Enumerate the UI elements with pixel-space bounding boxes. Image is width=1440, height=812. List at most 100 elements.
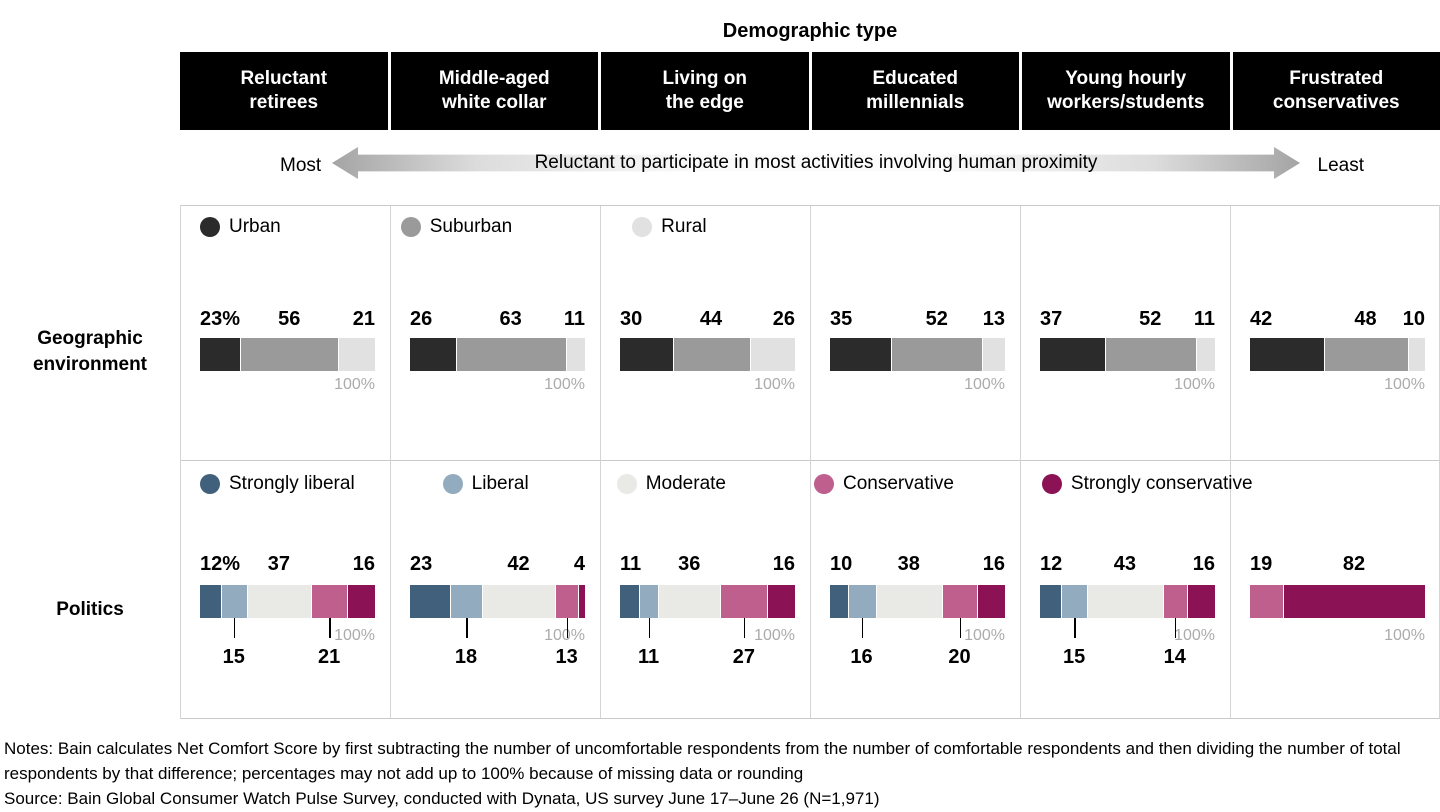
header-cell-young-hourly-workers-students: Young hourly workers/students [1022, 52, 1230, 130]
strongly-liberal-swatch-icon [200, 474, 220, 494]
stacked-bar-middle-aged-white-collar [410, 585, 585, 618]
value-label-strongly-liberal: 23 [410, 553, 432, 576]
bar-segment-urban [200, 338, 240, 371]
bar-segment-moderate [247, 585, 311, 618]
bar-segment-rural [750, 338, 796, 371]
value-label-strongly-conservative: 16 [983, 553, 1005, 576]
bar-segment-strongly-conservative [1187, 585, 1215, 618]
value-label-urban: 37 [1040, 308, 1062, 331]
value-label-moderate: 43 [1114, 553, 1136, 576]
row-label-geographic-environment: Geographic environment [0, 326, 180, 377]
value-label-strongly-liberal: 12 [1040, 553, 1062, 576]
header-cell-living-on-the-edge: Living on the edge [601, 52, 809, 130]
value-label-liberal: 11 [638, 646, 659, 669]
bar-segment-liberal [450, 585, 482, 618]
value-label-conservative: 14 [1164, 646, 1186, 669]
value-label-conservative: 20 [948, 646, 970, 669]
bar-segment-moderate [1087, 585, 1162, 618]
total-100-label: 100% [1174, 376, 1215, 394]
value-label-strongly-liberal: 11 [620, 553, 641, 576]
rural-swatch-icon [632, 217, 652, 237]
callout-tick [1074, 618, 1076, 638]
callout-tick [744, 618, 746, 638]
moderate-swatch-icon [617, 474, 637, 494]
total-100-label: 100% [334, 376, 375, 394]
bar-segment-urban [830, 338, 891, 371]
value-label-urban: 23% [200, 308, 240, 331]
callout-tick [862, 618, 864, 638]
value-label-strongly-conservative: 4 [574, 553, 585, 576]
stacked-bar-middle-aged-white-collar [410, 338, 585, 371]
value-label-moderate: 37 [268, 553, 290, 576]
legend-item-strongly-conservative: Strongly conservative [1042, 473, 1253, 495]
conservative-swatch-icon [814, 474, 834, 494]
value-label-urban: 42 [1250, 308, 1272, 331]
stacked-bar-frustrated-conservatives [1250, 585, 1425, 618]
source-text: Source: Bain Global Consumer Watch Pulse… [4, 787, 1438, 812]
callout-tick [567, 618, 569, 638]
value-label-moderate: 38 [898, 553, 920, 576]
value-label-moderate: 42 [507, 553, 529, 576]
footnotes: Notes: Bain calculates Net Comfort Score… [4, 737, 1438, 812]
bar-callouts: 11 27 [620, 618, 795, 688]
bar-segment-liberal [848, 585, 876, 618]
value-label-liberal: 18 [455, 646, 477, 669]
total-100-label: 100% [754, 376, 795, 394]
bar-segment-strongly-conservative [347, 585, 375, 618]
bar-segment-moderate [482, 585, 556, 618]
bar-segment-suburban [891, 338, 982, 371]
bar-segment-conservative [720, 585, 767, 618]
total-100-label: 100% [1384, 376, 1425, 394]
value-label-moderate: 36 [678, 553, 700, 576]
chart-title: Demographic type [180, 20, 1440, 43]
bar-segment-conservative [942, 585, 977, 618]
bar-segment-strongly-conservative [977, 585, 1005, 618]
bar-segment-suburban [1324, 338, 1408, 371]
bar-segment-rural [982, 338, 1005, 371]
legend-label: Strongly liberal [229, 473, 355, 495]
value-label-suburban: 56 [278, 308, 300, 331]
bar-segment-strongly-conservative [1283, 585, 1425, 618]
bar-value-labels: 23 42 4 [410, 553, 585, 579]
legend-item-liberal: Liberal [443, 473, 529, 495]
bar-segment-conservative [555, 585, 578, 618]
value-label-strongly-conservative: 16 [773, 553, 795, 576]
stacked-bar-living-on-the-edge [620, 338, 795, 371]
value-label-urban: 30 [620, 308, 642, 331]
value-label-liberal: 15 [1063, 646, 1085, 669]
callout-tick [960, 618, 962, 638]
legend-label: Urban [229, 216, 281, 238]
value-label-urban: 26 [410, 308, 432, 331]
stacked-bar-reluctant-retirees [200, 585, 375, 618]
bar-segment-rural [566, 338, 585, 371]
value-label-rural: 13 [983, 308, 1005, 331]
value-label-conservative: 27 [733, 646, 755, 669]
bar-segment-rural [338, 338, 375, 371]
bar-segment-suburban [673, 338, 750, 371]
notes-text: Notes: Bain calculates Net Comfort Score… [4, 737, 1438, 787]
value-label-suburban: 63 [500, 308, 522, 331]
bar-segment-strongly-liberal [410, 585, 450, 618]
legend-item-urban: Urban [200, 216, 281, 238]
bar-segment-liberal [221, 585, 247, 618]
bar-segment-strongly-conservative [767, 585, 795, 618]
value-label-strongly-liberal: 10 [830, 553, 852, 576]
stacked-bar-living-on-the-edge [620, 585, 795, 618]
value-label-suburban: 52 [1139, 308, 1161, 331]
